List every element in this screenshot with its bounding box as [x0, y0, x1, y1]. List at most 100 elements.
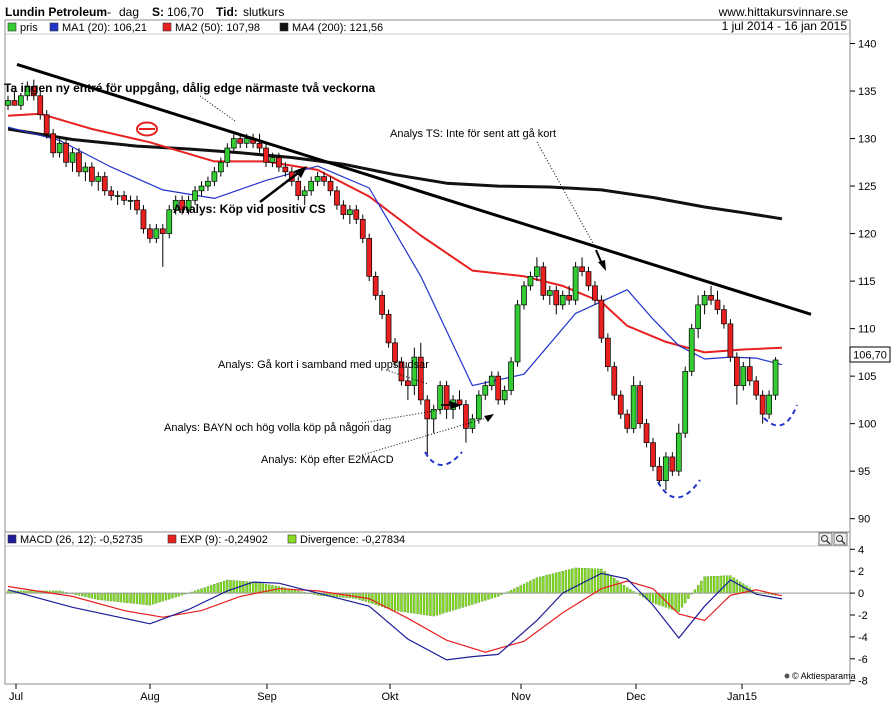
divergence-bar [409, 592, 413, 614]
divergence-bar [93, 592, 97, 600]
divergence-bar [90, 592, 93, 599]
divergence-bar [255, 582, 258, 594]
legend-swatch [49, 22, 59, 32]
bottom-marker [657, 479, 701, 499]
divergence-bar [493, 592, 497, 598]
divergence-bar [419, 592, 422, 615]
candle [405, 366, 411, 400]
candle [437, 380, 443, 415]
divergence-bar [174, 592, 177, 598]
legend-swatch [7, 22, 17, 32]
candle [69, 148, 76, 172]
candle [185, 195, 192, 215]
divergence-bar [84, 592, 87, 597]
candle [30, 79, 37, 101]
candle [398, 357, 405, 386]
divergence-bar [564, 570, 568, 594]
watermark-text: © Aktiesparama [792, 671, 856, 681]
ma20-line [7, 126, 783, 387]
y-tick-label: 95 [858, 466, 870, 478]
candle [295, 176, 302, 201]
candle [630, 376, 637, 434]
candle [95, 171, 102, 191]
candle [727, 319, 734, 362]
candle [276, 152, 282, 172]
candle [495, 371, 502, 405]
divergence-bar [245, 581, 248, 594]
candle [334, 186, 340, 210]
candle [501, 385, 508, 405]
candle [637, 380, 643, 429]
period-label: dag [119, 5, 139, 19]
divergence-bar [129, 592, 132, 604]
divergence-bar [687, 592, 690, 599]
candle [411, 347, 418, 396]
candle [63, 138, 69, 168]
divergence-bar [280, 587, 284, 594]
candle [476, 390, 482, 424]
legend-swatch [287, 534, 297, 544]
divergence-bar [703, 576, 706, 594]
divergence-bar [119, 592, 123, 603]
candle [424, 395, 431, 457]
divergence-bar [100, 592, 103, 601]
candle [534, 257, 540, 282]
divergence-bar [110, 592, 113, 602]
candle [701, 290, 708, 315]
divergence-bar [116, 592, 119, 602]
divergence-bar [545, 575, 548, 594]
last-price-badge: 106,70 [849, 346, 891, 363]
candle [147, 224, 153, 244]
signal-line [7, 580, 783, 653]
candle [134, 195, 140, 215]
candle [617, 390, 624, 419]
divergence-bar [522, 583, 526, 594]
legend-swatch [167, 534, 177, 544]
macd-line [7, 572, 783, 661]
divergence-bar [542, 575, 545, 594]
divergence-bar [268, 584, 271, 594]
candle [566, 285, 573, 305]
divergence-bar [429, 592, 432, 616]
y-tick-label: 125 [858, 181, 876, 193]
candle [127, 195, 134, 210]
divergence-bar [558, 571, 561, 594]
divergence-bar [103, 592, 106, 601]
ma200-line [7, 127, 783, 221]
divergence-bar [442, 592, 445, 614]
divergence-bar [358, 592, 361, 600]
y-tick-label: 115 [858, 276, 876, 288]
zoom-in-icon[interactable] [818, 532, 833, 546]
divergence-bar [455, 592, 458, 610]
candle [166, 205, 173, 239]
divergence-bar [448, 592, 451, 612]
divergence-bar [626, 587, 629, 594]
ma200-layer [7, 127, 783, 221]
candle [572, 262, 579, 305]
divergence-bar [561, 571, 564, 594]
macd-legend: MACD (26, 12): -0,52735 EXP (9): -0,24902… [7, 534, 405, 546]
candle [714, 290, 721, 315]
divergence-bar [242, 581, 245, 594]
divergence-bar [461, 592, 464, 608]
divergence-bar [387, 592, 390, 609]
x-tick-label: Okt [381, 691, 398, 703]
candle [688, 323, 695, 377]
divergence-bar [464, 592, 468, 607]
divergence-bar [222, 580, 226, 594]
divergence-bar [684, 592, 687, 604]
annotations: Ta ingen ny entré för uppgång, dålig edg… [4, 81, 798, 499]
annotation-e2macd: Analys: Köp efter E2MACD [261, 454, 394, 466]
macd-y-tick-label: 4 [858, 544, 864, 556]
candle [11, 91, 18, 106]
y-tick-label: 105 [858, 371, 876, 383]
divergence-bar [648, 592, 651, 602]
zoom-out-icon[interactable] [833, 532, 848, 546]
candle [624, 409, 631, 434]
candle [392, 338, 398, 367]
divergence-bar [368, 592, 371, 603]
candle [540, 262, 547, 301]
candle [663, 452, 669, 491]
y-tick-label: 110 [858, 324, 876, 336]
divergence-bar [519, 585, 522, 594]
